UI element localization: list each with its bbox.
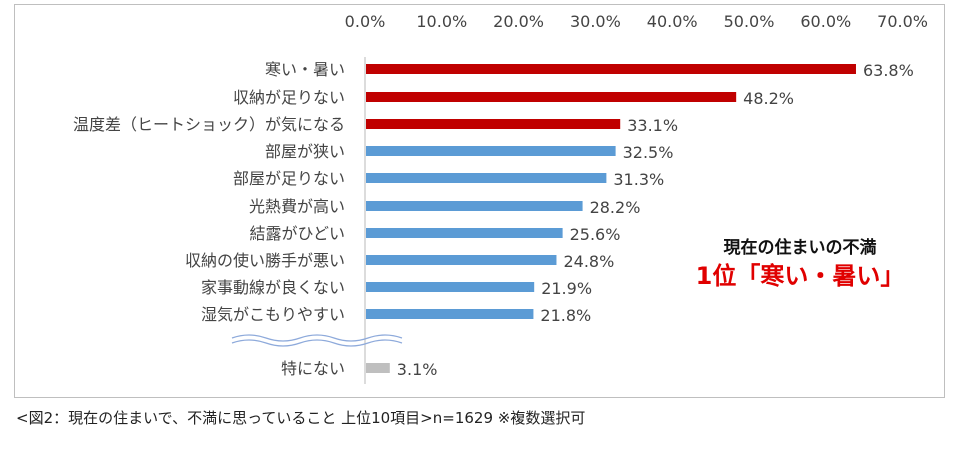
category-label: 特にない — [281, 359, 345, 378]
bar — [366, 309, 534, 319]
axis-break-mark — [231, 339, 403, 347]
x-tick-label: 0.0% — [345, 12, 386, 31]
category-label: 寒い・暑い — [265, 60, 345, 79]
category-label: 収納の使い勝手が悪い — [185, 251, 345, 270]
figure-caption: <図2：現在の住まいで、不満に思っていること 上位10項目>n=1629 ※複数… — [16, 409, 586, 427]
x-tick-label: 30.0% — [570, 12, 621, 31]
data-label: 48.2% — [743, 89, 794, 108]
bar — [366, 173, 607, 183]
bar — [366, 201, 583, 211]
x-tick-label: 10.0% — [416, 12, 467, 31]
category-label: 部屋が足りない — [233, 169, 345, 188]
data-label: 63.8% — [863, 61, 914, 80]
data-label: 25.6% — [570, 225, 621, 244]
x-tick-label: 50.0% — [724, 12, 775, 31]
data-label: 21.9% — [541, 279, 592, 298]
bar — [366, 119, 621, 129]
x-tick-label: 60.0% — [800, 12, 851, 31]
category-label: 家事動線が良くない — [201, 278, 345, 297]
chart-frame — [14, 4, 945, 398]
category-label: 部屋が狭い — [265, 142, 345, 161]
data-label: 33.1% — [627, 116, 678, 135]
bar — [366, 92, 737, 102]
category-label: 湿気がこもりやすい — [201, 305, 345, 324]
data-label: 3.1% — [397, 360, 438, 379]
data-label: 32.5% — [623, 143, 674, 162]
bar — [366, 228, 563, 238]
category-label: 結露がひどい — [249, 224, 345, 243]
category-label: 温度差（ヒートショック）が気になる — [73, 115, 345, 134]
bar — [366, 146, 616, 156]
bar — [366, 255, 557, 265]
category-label: 収納が足りない — [233, 88, 345, 107]
data-label: 21.8% — [540, 306, 591, 325]
data-label: 28.2% — [590, 198, 641, 217]
bar — [366, 363, 390, 373]
x-tick-label: 20.0% — [493, 12, 544, 31]
annotation-title: 現在の住まいの不満 — [723, 238, 877, 258]
bar — [366, 282, 535, 292]
axis-break-mark — [231, 334, 403, 342]
data-label: 24.8% — [563, 252, 614, 271]
x-tick-label: 70.0% — [877, 12, 928, 31]
data-label: 31.3% — [613, 170, 664, 189]
category-label: 光熱費が高い — [249, 197, 345, 216]
bar — [366, 64, 856, 74]
annotation-highlight: 1位「寒い・暑い」 — [695, 262, 905, 290]
x-tick-label: 40.0% — [647, 12, 698, 31]
